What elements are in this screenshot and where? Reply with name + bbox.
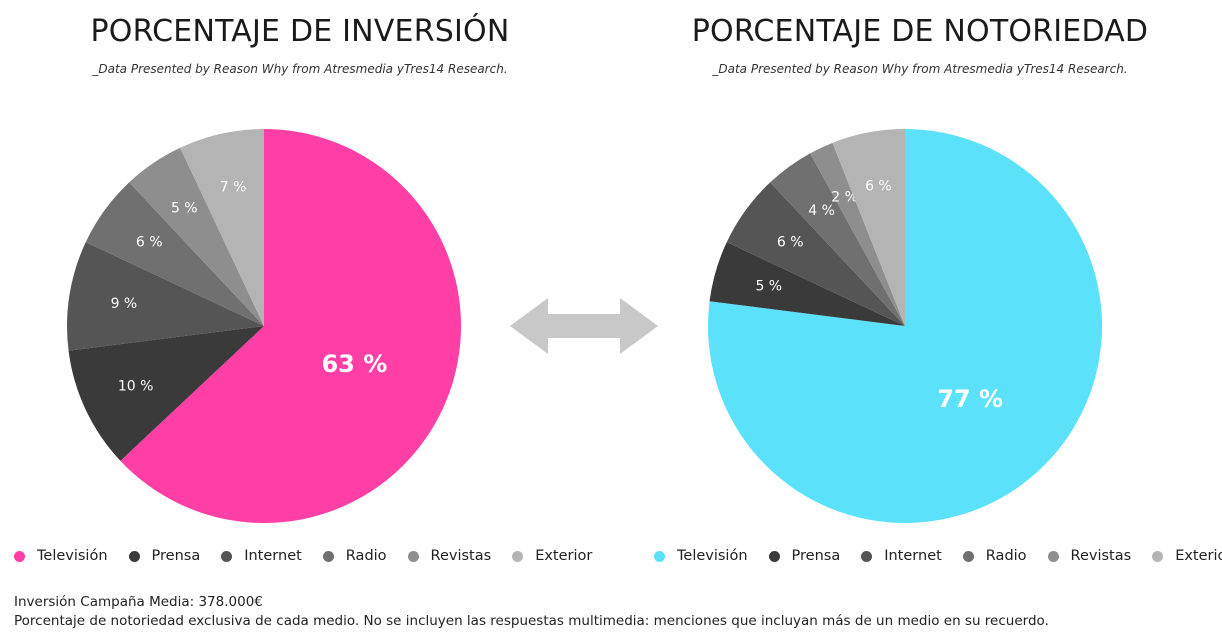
chart-subtitle: _Data Presented by Reason Why from Atres… (712, 62, 1128, 76)
legend-item-television: Televisión (14, 548, 108, 564)
pie-slice-internet (67, 242, 264, 351)
legend-item-internet: Internet (861, 548, 942, 564)
slice-label-television: 63 % (321, 350, 387, 378)
pie-slice-revistas (129, 147, 264, 326)
legend-swatch (654, 550, 665, 562)
slice-label-prensa: 10 % (118, 378, 154, 394)
legend-swatch (14, 550, 25, 562)
legend-swatch (128, 550, 140, 562)
legend-swatch (407, 550, 419, 562)
chart-panel-notoriedad: PORCENTAJE DE NOTORIEDAD _Data Presented… (620, 0, 1222, 580)
chart-panel-inversion: PORCENTAJE DE INVERSIÓN _Data Presented … (0, 0, 600, 580)
legend-label: Revistas (430, 548, 492, 564)
chart-title: PORCENTAJE DE INVERSIÓN (90, 14, 510, 49)
pie-slice-internet (726, 182, 905, 326)
legend-swatch (512, 550, 524, 562)
pie-chart-notoriedad: 77 %5 %6 %4 %2 %6 % (708, 129, 1102, 523)
slice-label-revistas: 2 % (831, 190, 858, 206)
legend-swatch (1152, 550, 1164, 562)
legend-swatch (962, 550, 974, 562)
slice-label-prensa: 5 % (755, 278, 782, 294)
legend-swatch (1047, 550, 1059, 562)
legend-swatch (861, 550, 873, 562)
legend-label: Prensa (151, 548, 201, 564)
slice-label-exterior: 6 % (865, 179, 892, 195)
legend-item-revistas: Revistas (407, 548, 492, 564)
pie-slice-revistas (810, 142, 905, 326)
legend-label: Televisión (677, 548, 748, 564)
pie-slice-radio (770, 153, 905, 326)
double-arrow-icon (510, 298, 658, 354)
pie-slice-television (120, 129, 462, 523)
slice-label-television: 77 % (937, 385, 1003, 413)
footer-note: Porcentaje de notoriedad exclusiva de ca… (14, 613, 1049, 629)
legend-label: Radio (985, 548, 1027, 564)
legend-item-internet: Internet (221, 548, 302, 564)
slice-label-revistas: 5 % (171, 201, 198, 217)
slice-label-radio: 6 % (136, 235, 163, 251)
legend-item-exterior: Exterior (512, 548, 592, 564)
legend-notoriedad: Televisión Prensa Internet Radio Revistas Ext… (654, 548, 1222, 564)
legend-item-exterior: Exterior (1152, 548, 1222, 564)
slice-label-internet: 6 % (777, 235, 804, 251)
legend-swatch (221, 550, 233, 562)
legend-label: Radio (345, 548, 387, 564)
slice-label-exterior: 7 % (220, 180, 247, 196)
pie-slice-prensa (709, 242, 905, 326)
pie-slice-exterior (832, 129, 905, 326)
legend-item-radio: Radio (962, 548, 1027, 564)
footer-investment: Inversión Campaña Media: 378.000€ (14, 594, 263, 610)
legend-inversion: Televisión Prensa Internet Radio Revistas Ext… (14, 548, 613, 564)
footer-notes: Inversión Campaña Media: 378.000€ Porcen… (14, 593, 1049, 631)
pie-slice-radio (85, 182, 264, 326)
legend-label: Revistas (1070, 548, 1132, 564)
chart-subtitle: _Data Presented by Reason Why from Atres… (92, 62, 508, 76)
legend-label: Internet (884, 548, 942, 564)
legend-label: Exterior (1175, 548, 1222, 564)
legend-swatch (768, 550, 780, 562)
pie-slice-exterior (180, 129, 264, 326)
legend-item-television: Televisión (654, 548, 748, 564)
legend-label: Televisión (37, 548, 108, 564)
slice-label-radio: 4 % (808, 203, 835, 219)
legend-label: Prensa (791, 548, 841, 564)
legend-label: Exterior (535, 548, 593, 564)
legend-item-prensa: Prensa (128, 548, 201, 564)
legend-item-revistas: Revistas (1047, 548, 1132, 564)
legend-label: Internet (244, 548, 302, 564)
pie-slice-prensa (68, 326, 264, 461)
legend-item-prensa: Prensa (768, 548, 841, 564)
legend-swatch (322, 550, 334, 562)
chart-title: PORCENTAJE DE NOTORIEDAD (691, 14, 1149, 49)
legend-item-radio: Radio (322, 548, 387, 564)
slice-label-internet: 9 % (111, 296, 138, 312)
pie-chart-inversion: 63 % 10 % 9 % 6 % 5 % 7 % (67, 129, 462, 523)
